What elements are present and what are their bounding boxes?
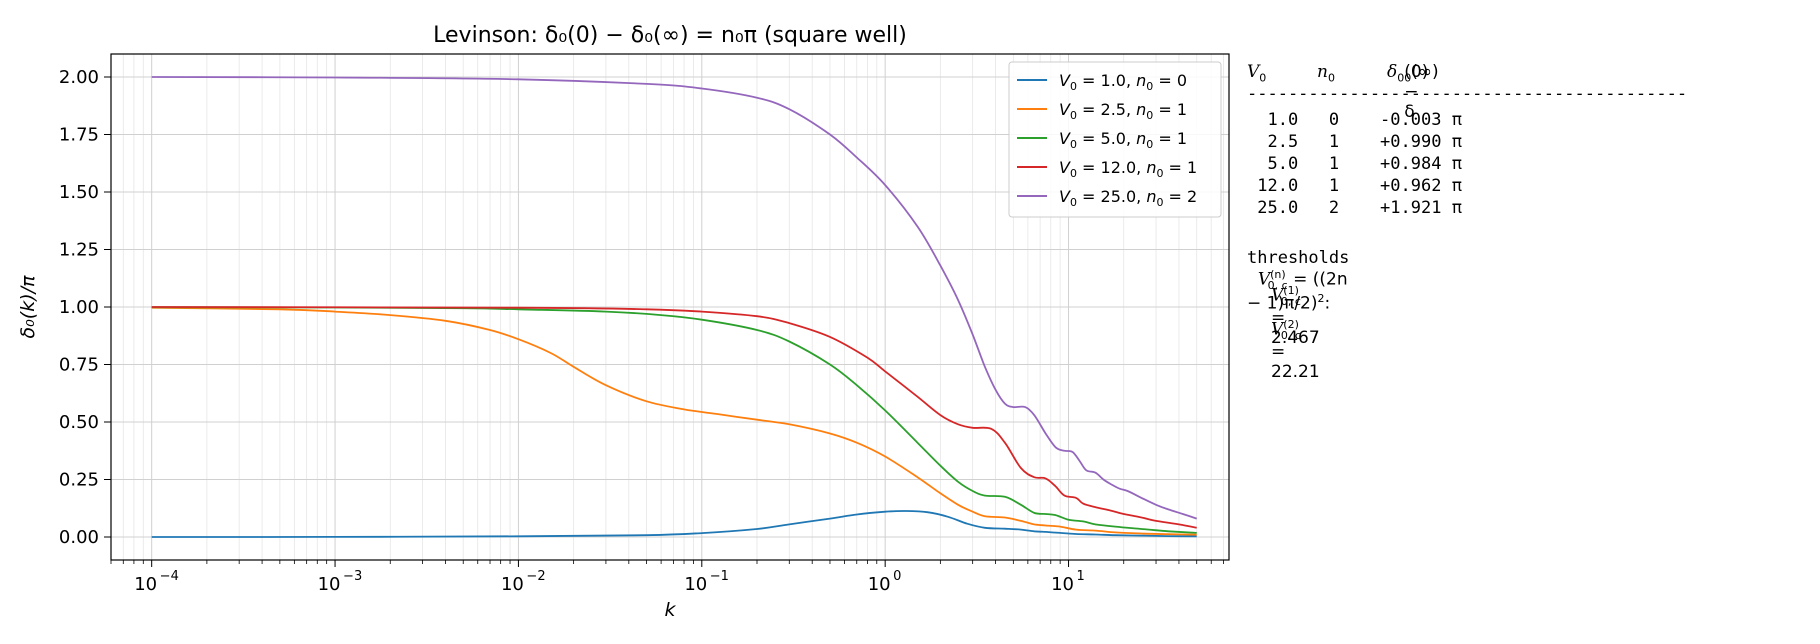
x-tick-label-exponent: −3: [343, 569, 362, 584]
series-line-3: [151, 306, 1197, 534]
table-row: 1.0 0 -0.003 π: [1247, 110, 1462, 130]
threshold-value-1: V(1)0, c = 2.467: [1271, 284, 1320, 349]
table-row: 12.0 1 +0.962 π: [1247, 176, 1462, 196]
table-row: 2.5 1 +0.990 π: [1247, 132, 1462, 152]
legend-entry: V0 = 12.0, n0 = 1: [1059, 158, 1197, 180]
y-tick-label: 2.00: [59, 67, 99, 88]
thresholds-label: thresholds: [1247, 248, 1350, 268]
header-v0: V0: [1247, 62, 1267, 85]
chart-title: Levinson: δ₀(0) − δ₀(∞) = n₀π (square we…: [433, 23, 907, 48]
thresholds-line: thresholds V(n)0, c = ((2n − 1)π/2)2:: [1247, 248, 1350, 314]
table-rule: ----------------------------------------…: [1247, 84, 1688, 104]
thresholds-formula: = ((2n − 1)π/2): [1247, 269, 1348, 314]
y-tick-label: 0.50: [59, 412, 99, 433]
x-tick-label-exponent: 0: [893, 569, 901, 584]
legend: V0 = 1.0, n0 = 0 V0 = 2.5, n0 = 1 V0 = 5.0…: [1008, 61, 1222, 218]
y-tick-label: 0.75: [59, 355, 99, 376]
y-tick-label: 1.50: [59, 182, 99, 203]
legend-entry: V0 = 1.0, n0 = 0: [1059, 71, 1187, 93]
y-tick-label: 0.00: [59, 527, 99, 548]
y-axis-label: δ₀(k)/π: [17, 275, 39, 338]
table-row: 25.0 2 +1.921 π: [1247, 198, 1462, 218]
axes: 10 −4 10 −3 10 −2 10 −1 10 0 10 10.000.250.500.751.…: [59, 67, 1224, 595]
header-n0: n0: [1317, 62, 1335, 85]
legend-entry: V0 = 5.0, n0 = 1: [1059, 129, 1187, 151]
y-tick-label: 1.00: [59, 297, 99, 318]
threshold-value-2: V(2)0, c = 22.21: [1271, 318, 1320, 383]
series-line-1: [151, 510, 1197, 538]
x-tick-label: 10: [501, 574, 524, 595]
x-tick-label: 10: [318, 574, 341, 595]
x-tick-label: 10: [684, 574, 707, 595]
x-tick-label-exponent: −2: [526, 569, 545, 584]
table-row: 5.0 1 +0.984 π: [1247, 154, 1462, 174]
x-tick-label-exponent: −1: [710, 569, 729, 584]
legend-entry: V0 = 25.0, n0 = 2: [1059, 187, 1197, 209]
series-line-2: [151, 306, 1197, 536]
x-tick-label: 10: [1051, 574, 1074, 595]
series-layer: [151, 76, 1197, 538]
y-tick-label: 0.25: [59, 470, 99, 491]
y-tick-label: 1.25: [59, 240, 99, 261]
series-line-5: [151, 76, 1197, 520]
x-tick-label: 10: [868, 574, 891, 595]
legend-entry: V0 = 2.5, n0 = 1: [1059, 100, 1187, 122]
x-tick-label-exponent: 1: [1077, 569, 1085, 584]
table-header: V0 n0 δ0 (0) − δ 0 (∞): [1247, 62, 1747, 122]
header-delta: δ0 (0) − δ 0 (∞): [1387, 62, 1439, 122]
y-tick-label: 1.75: [59, 125, 99, 146]
series-line-4: [151, 306, 1197, 529]
x-tick-label-exponent: −4: [160, 569, 179, 584]
x-axis-label: k: [664, 599, 676, 621]
x-tick-label: 10: [134, 574, 157, 595]
legend-box: [1008, 61, 1222, 218]
